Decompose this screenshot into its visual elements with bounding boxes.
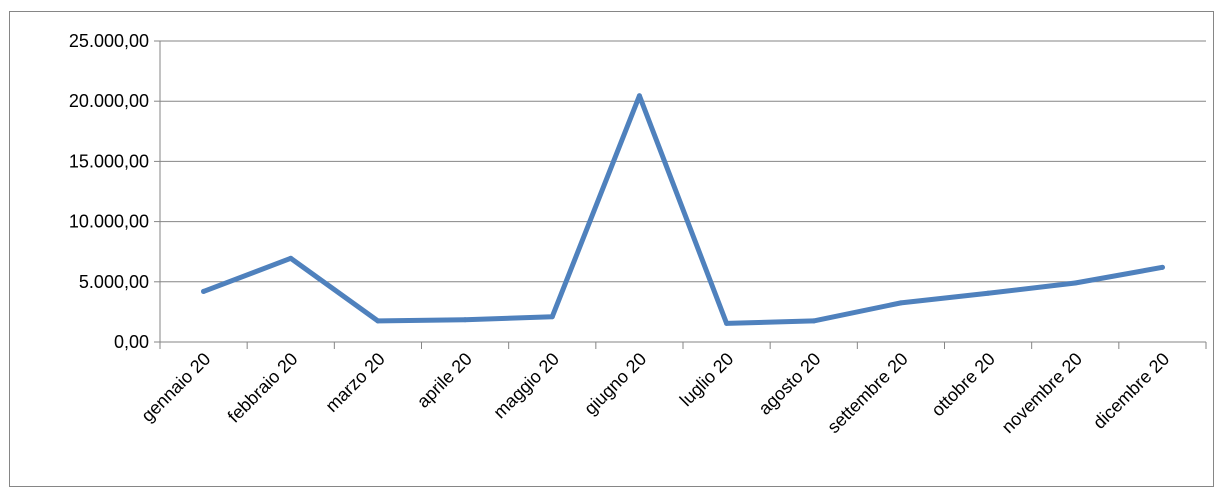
data-point bbox=[549, 314, 555, 320]
x-tick-label: gennaio 20 bbox=[137, 349, 214, 426]
series-group bbox=[201, 93, 1165, 326]
data-point bbox=[462, 317, 468, 323]
series-line bbox=[201, 93, 1165, 326]
x-tick-label: ottobre 20 bbox=[927, 349, 998, 420]
y-tick-label: 5.000,00 bbox=[79, 272, 149, 292]
data-point bbox=[201, 288, 207, 294]
x-tick-label: novembre 20 bbox=[998, 349, 1086, 437]
x-tick-label: maggio 20 bbox=[489, 349, 563, 423]
gridlines bbox=[160, 40, 1206, 283]
y-tick-label: 10.000,00 bbox=[69, 212, 149, 232]
data-point bbox=[375, 318, 381, 324]
x-tick-label: luglio 20 bbox=[676, 349, 738, 411]
x-tick-label: dicembre 20 bbox=[1089, 349, 1173, 433]
data-point bbox=[636, 93, 642, 99]
data-point bbox=[724, 320, 730, 326]
x-tick-label: aprile 20 bbox=[413, 349, 476, 412]
x-tick-label: giugno 20 bbox=[580, 349, 650, 419]
y-tick-label: 25.000,00 bbox=[69, 31, 149, 51]
x-axis-tick-labels: gennaio 20 febbraio 20 marzo 20 aprile 20 ma… bbox=[137, 349, 1173, 437]
y-tick-label: 15.000,00 bbox=[69, 151, 149, 171]
y-tick-label: 0,00 bbox=[114, 332, 149, 352]
y-tick-label: 20.000,00 bbox=[69, 91, 149, 111]
chart-area bbox=[9, 11, 1214, 487]
data-point bbox=[898, 300, 904, 306]
axes bbox=[154, 40, 1207, 349]
data-point bbox=[288, 255, 294, 261]
data-point bbox=[811, 318, 817, 324]
data-point bbox=[1159, 264, 1165, 270]
x-tick-label: settembre 20 bbox=[823, 349, 911, 437]
y-axis-tick-labels: 0,00 5.000,00 10.000,00 15.000,00 20.000,00 2… bbox=[69, 31, 149, 352]
x-tick-label: marzo 20 bbox=[322, 349, 389, 416]
data-point bbox=[985, 290, 991, 296]
x-tick-label: agosto 20 bbox=[755, 349, 825, 419]
data-point bbox=[1072, 280, 1078, 286]
x-tick-label: febbraio 20 bbox=[224, 349, 302, 427]
